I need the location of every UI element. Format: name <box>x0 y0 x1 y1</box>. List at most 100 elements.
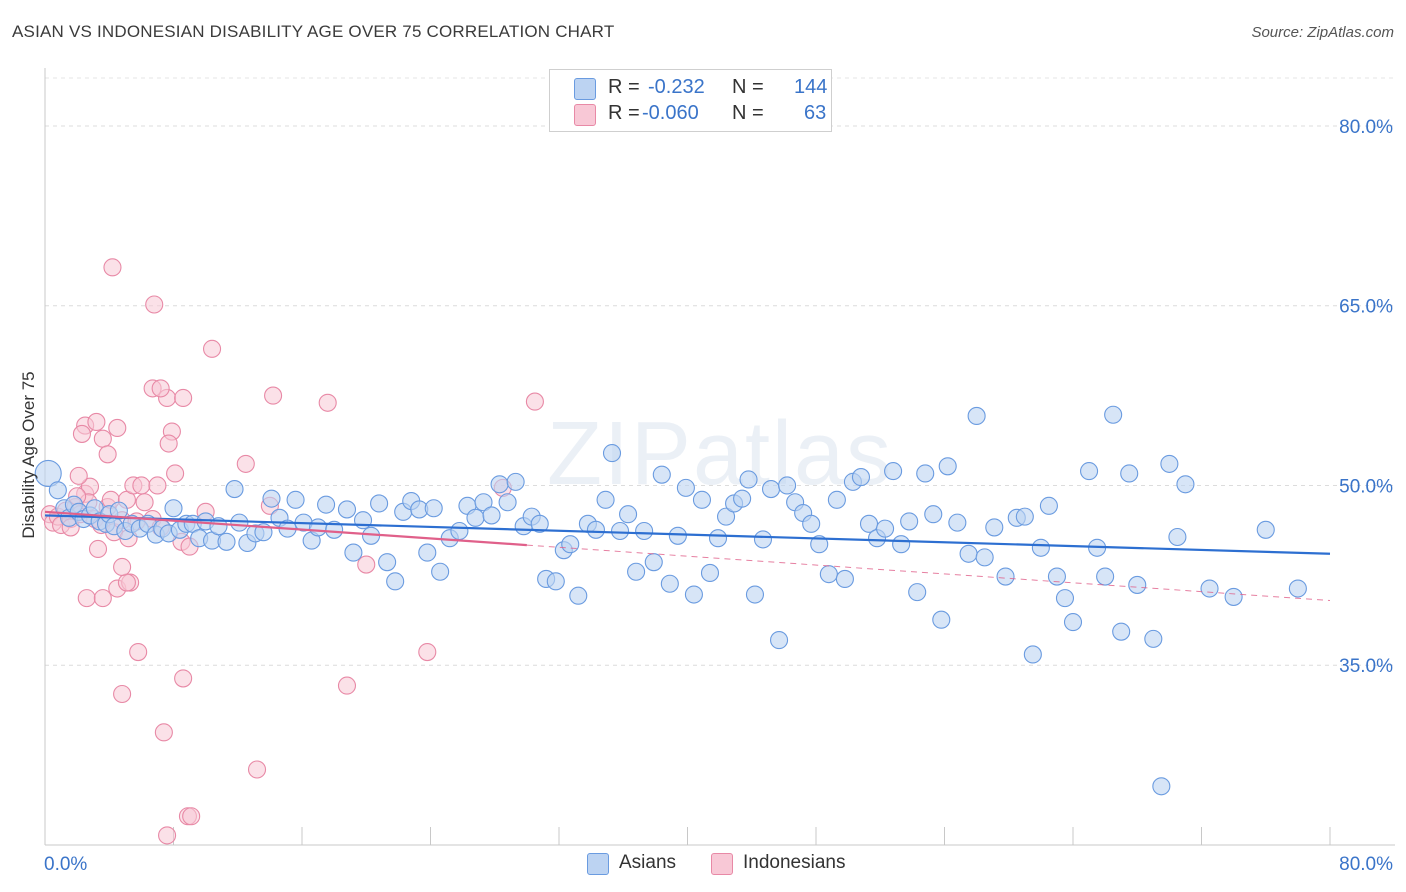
asian-point <box>424 499 443 518</box>
asian-point <box>644 553 663 572</box>
asian-point <box>586 520 605 539</box>
asian-point <box>530 514 549 533</box>
asian-point <box>325 520 344 539</box>
x-tick-label-max: 80.0% <box>1339 854 1393 875</box>
asian-point <box>778 476 797 495</box>
asians-trend-line <box>44 514 1331 555</box>
indonesian-point <box>174 388 193 408</box>
asian-point <box>569 586 588 605</box>
asian-point <box>884 462 903 481</box>
asian-point <box>900 512 919 531</box>
asian-point <box>602 444 622 463</box>
indonesian-point <box>117 573 136 592</box>
asian-point <box>546 572 565 591</box>
asian-point <box>1256 520 1275 539</box>
asian-point <box>378 553 397 572</box>
asian-point <box>230 513 249 532</box>
y-tick-label: 35.0% <box>1339 656 1393 677</box>
trend-lines <box>44 510 1331 602</box>
asian-point <box>1015 507 1034 526</box>
asian-point <box>450 521 469 541</box>
asian-point <box>959 544 978 563</box>
asian-point <box>619 505 638 524</box>
indonesian-point <box>154 723 173 742</box>
asian-point <box>386 572 405 591</box>
asian-point <box>610 521 630 541</box>
indonesian-point <box>88 539 108 559</box>
indonesian-point <box>318 393 337 412</box>
indonesian-point <box>69 466 88 485</box>
asian-point <box>876 519 895 538</box>
asian-point <box>474 493 493 512</box>
asian-point <box>1031 538 1050 557</box>
asian-point <box>1063 613 1083 632</box>
axes <box>44 68 1395 846</box>
stats-legend: R = -0.232 N = 144 R = -0.060 N = 63 <box>549 69 832 132</box>
asian-point <box>1023 645 1042 664</box>
asian-point <box>700 563 720 583</box>
indonesians-trend-extension <box>526 544 1331 602</box>
asian-point <box>967 406 986 426</box>
indonesian-point <box>77 589 96 608</box>
asian-point <box>209 517 228 536</box>
n-label: N = <box>732 102 764 124</box>
asian-point <box>1120 464 1139 483</box>
indonesians-swatch <box>574 104 596 126</box>
asian-point <box>819 565 838 584</box>
asian-point <box>1224 587 1243 606</box>
indonesian-point <box>145 295 164 314</box>
asian-point <box>985 518 1004 537</box>
indonesian-point <box>98 445 117 464</box>
asian-point <box>309 518 328 537</box>
asians-legend-label: Asians <box>619 852 677 873</box>
asian-point <box>761 480 781 499</box>
r-label: R = <box>608 76 640 98</box>
indonesian-point <box>236 454 255 473</box>
source-label: Source: ZipAtlas.com <box>1251 24 1394 41</box>
asian-point <box>1104 405 1123 424</box>
asian-point <box>217 532 236 551</box>
r-label: R = <box>608 102 640 124</box>
asian-point <box>1200 579 1219 598</box>
asian-point <box>1096 567 1115 586</box>
asian-point <box>668 526 687 545</box>
asian-point <box>770 631 789 650</box>
asian-point <box>924 505 943 524</box>
asian-point <box>490 475 509 494</box>
asian-point <box>1112 622 1131 641</box>
asian-point <box>1080 462 1099 481</box>
indonesian-point <box>158 826 177 845</box>
indonesians-legend-swatch <box>711 853 733 875</box>
asian-point <box>932 610 951 629</box>
asian-point <box>344 543 363 562</box>
asian-point <box>34 459 62 488</box>
asian-point <box>596 490 615 509</box>
asian-point <box>482 506 501 525</box>
asian-point <box>1176 475 1195 494</box>
indonesian-point <box>151 379 170 398</box>
asian-point <box>708 529 728 548</box>
asians-r-value: -0.232 <box>648 76 705 98</box>
indonesian-point <box>203 339 222 358</box>
asian-point <box>802 514 821 533</box>
asian-point <box>1055 589 1075 608</box>
asian-point <box>627 562 646 581</box>
watermark: ZIPatlas <box>547 404 893 504</box>
indonesian-point <box>129 643 148 662</box>
asian-point <box>506 472 525 491</box>
asian-point <box>1128 575 1147 594</box>
asian-point <box>317 495 336 514</box>
asian-point <box>948 513 967 532</box>
asian-point <box>1152 777 1171 796</box>
indonesian-point <box>182 807 201 826</box>
asian-point <box>109 501 128 520</box>
asian-point <box>1144 629 1163 648</box>
indonesian-point <box>93 589 112 608</box>
indonesian-point <box>418 643 437 662</box>
y-tick-label: 50.0% <box>1339 476 1393 497</box>
n-label: N = <box>732 76 764 98</box>
asian-point <box>337 500 357 519</box>
asian-point <box>164 499 183 518</box>
indonesian-point <box>72 424 91 443</box>
